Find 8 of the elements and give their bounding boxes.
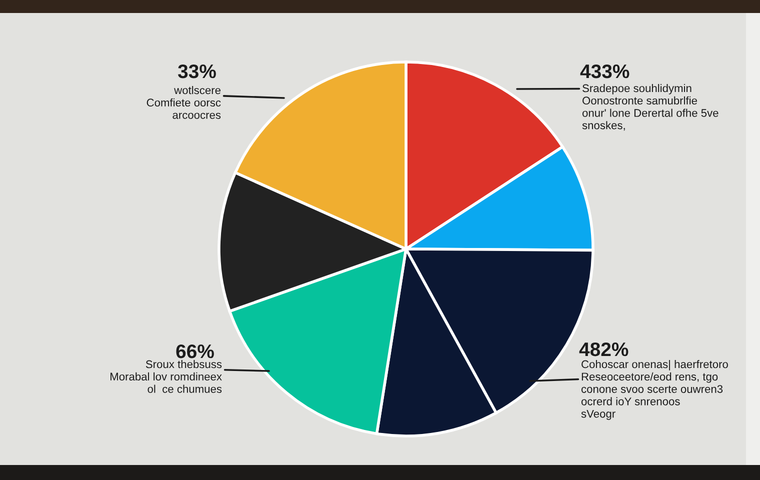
text: 433% xyxy=(580,64,630,78)
text: Sradepoe souhlidymin Oonostronte samubrlfie onur' lone Derertal ofhe 5ve snoskes, xyxy=(582,84,718,131)
text: wotlscere Comfiete oorsc arcoocres xyxy=(146,86,221,119)
text: Cohoscar onenas| haerfretoro Reseoceetore/eod rens, tgo conone svoo scerte ouwren3 ocrerd ioY snrenoos sVeogr xyxy=(581,360,728,420)
text: 33% xyxy=(178,64,216,78)
text: 66% xyxy=(176,344,214,358)
text: Sroux thebsuss Morabal lov romdineex ol ce chumues xyxy=(110,360,222,393)
text: 482% xyxy=(579,342,628,356)
